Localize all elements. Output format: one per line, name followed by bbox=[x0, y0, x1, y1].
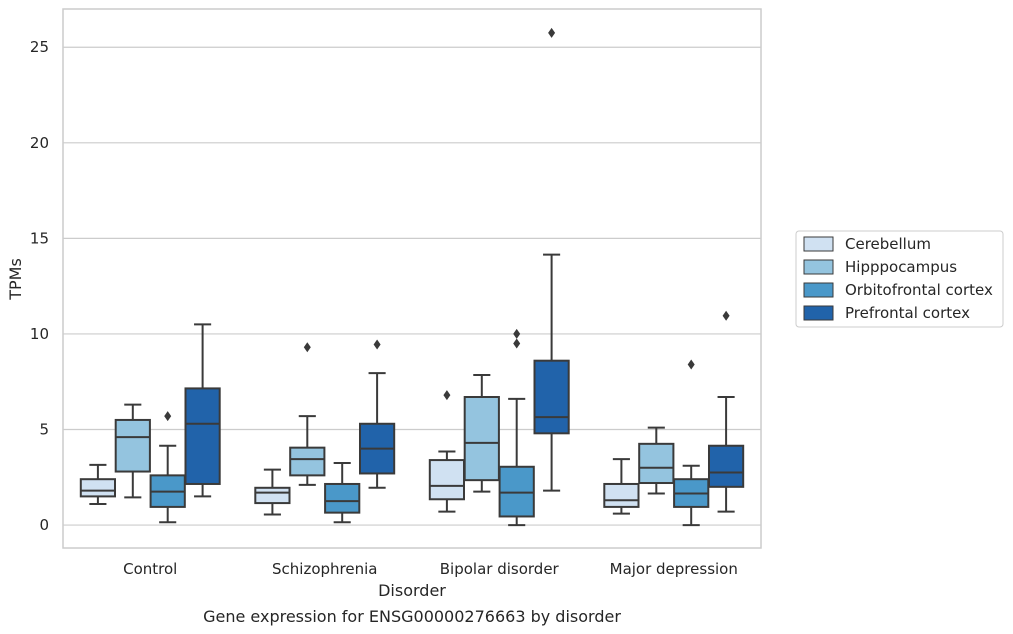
box-iqr bbox=[79, 478, 117, 498]
y-tick-label: 10 bbox=[30, 325, 49, 343]
box-cerebellum bbox=[428, 390, 466, 513]
box-groups bbox=[79, 27, 745, 527]
box-prefrontal-cortex bbox=[533, 27, 570, 492]
legend-label: Cerebellum bbox=[845, 235, 931, 253]
box-orbitofrontal-cortex bbox=[498, 328, 535, 527]
outlier-point bbox=[443, 390, 451, 401]
box-hipppocampus bbox=[638, 426, 675, 495]
box-iqr bbox=[638, 442, 675, 485]
y-tick-label: 15 bbox=[30, 229, 49, 247]
legend-swatch bbox=[803, 236, 834, 252]
box-orbitofrontal-cortex bbox=[673, 359, 710, 527]
box-iqr bbox=[324, 482, 361, 514]
outlier-point bbox=[687, 359, 695, 370]
box-iqr bbox=[184, 387, 221, 485]
legend: Cerebellum Hipppocampus Orbitofrontal cort… bbox=[795, 230, 1004, 328]
outlier-point bbox=[548, 27, 556, 38]
legend-label: Orbitofrontal cortex bbox=[845, 281, 993, 299]
outlier-point bbox=[513, 328, 521, 339]
legend-frame bbox=[795, 230, 1004, 328]
box-iqr bbox=[463, 396, 500, 482]
box-prefrontal-cortex bbox=[184, 323, 221, 498]
y-axis-ticks: 0 5 10 15 20 25 bbox=[30, 38, 49, 534]
outlier-point bbox=[303, 342, 311, 353]
box-iqr bbox=[289, 446, 326, 477]
box-iqr bbox=[707, 444, 745, 488]
box-orbitofrontal-cortex bbox=[324, 461, 361, 524]
outlier-point bbox=[164, 411, 172, 422]
box-iqr bbox=[533, 359, 570, 435]
y-axis-title: TPMs bbox=[6, 258, 25, 301]
x-tick-label: Major depression bbox=[610, 560, 738, 578]
box-cerebellum bbox=[254, 468, 291, 516]
chart-caption: Gene expression for ENSG00000276663 by d… bbox=[203, 607, 621, 626]
box-prefrontal-cortex bbox=[707, 310, 745, 513]
plot-frame bbox=[62, 8, 762, 549]
box-hipppocampus bbox=[463, 374, 500, 493]
box-prefrontal-cortex bbox=[358, 339, 396, 489]
box-hipppocampus bbox=[289, 342, 326, 486]
x-tick-label: Control bbox=[123, 560, 177, 578]
y-tick-label: 20 bbox=[30, 134, 49, 152]
x-axis-title: Disorder bbox=[378, 581, 446, 600]
x-tick-label: Schizophrenia bbox=[272, 560, 377, 578]
legend-label: Hipppocampus bbox=[845, 258, 957, 276]
outlier-point bbox=[513, 338, 521, 349]
legend-label: Prefrontal cortex bbox=[845, 304, 970, 322]
box-cerebellum bbox=[603, 458, 640, 515]
box-hipppocampus bbox=[114, 403, 151, 499]
y-tick-label: 0 bbox=[39, 516, 49, 534]
y-tick-label: 5 bbox=[39, 420, 49, 438]
x-tick-label: Bipolar disorder bbox=[440, 560, 560, 578]
y-tick-label: 25 bbox=[30, 38, 49, 56]
x-axis-ticks: Control Schizophrenia Bipolar disorder Majo… bbox=[123, 560, 738, 578]
legend-swatch bbox=[803, 282, 834, 298]
box-iqr bbox=[114, 418, 151, 473]
box-orbitofrontal-cortex bbox=[149, 411, 186, 524]
box-iqr bbox=[254, 486, 291, 505]
legend-swatch bbox=[803, 305, 834, 321]
legend-swatch bbox=[803, 259, 834, 275]
gridlines bbox=[63, 46, 761, 526]
box-iqr bbox=[603, 482, 640, 508]
box-iqr bbox=[428, 459, 466, 501]
outlier-point bbox=[722, 310, 730, 321]
outlier-point bbox=[373, 339, 381, 350]
box-cerebellum bbox=[79, 463, 117, 506]
